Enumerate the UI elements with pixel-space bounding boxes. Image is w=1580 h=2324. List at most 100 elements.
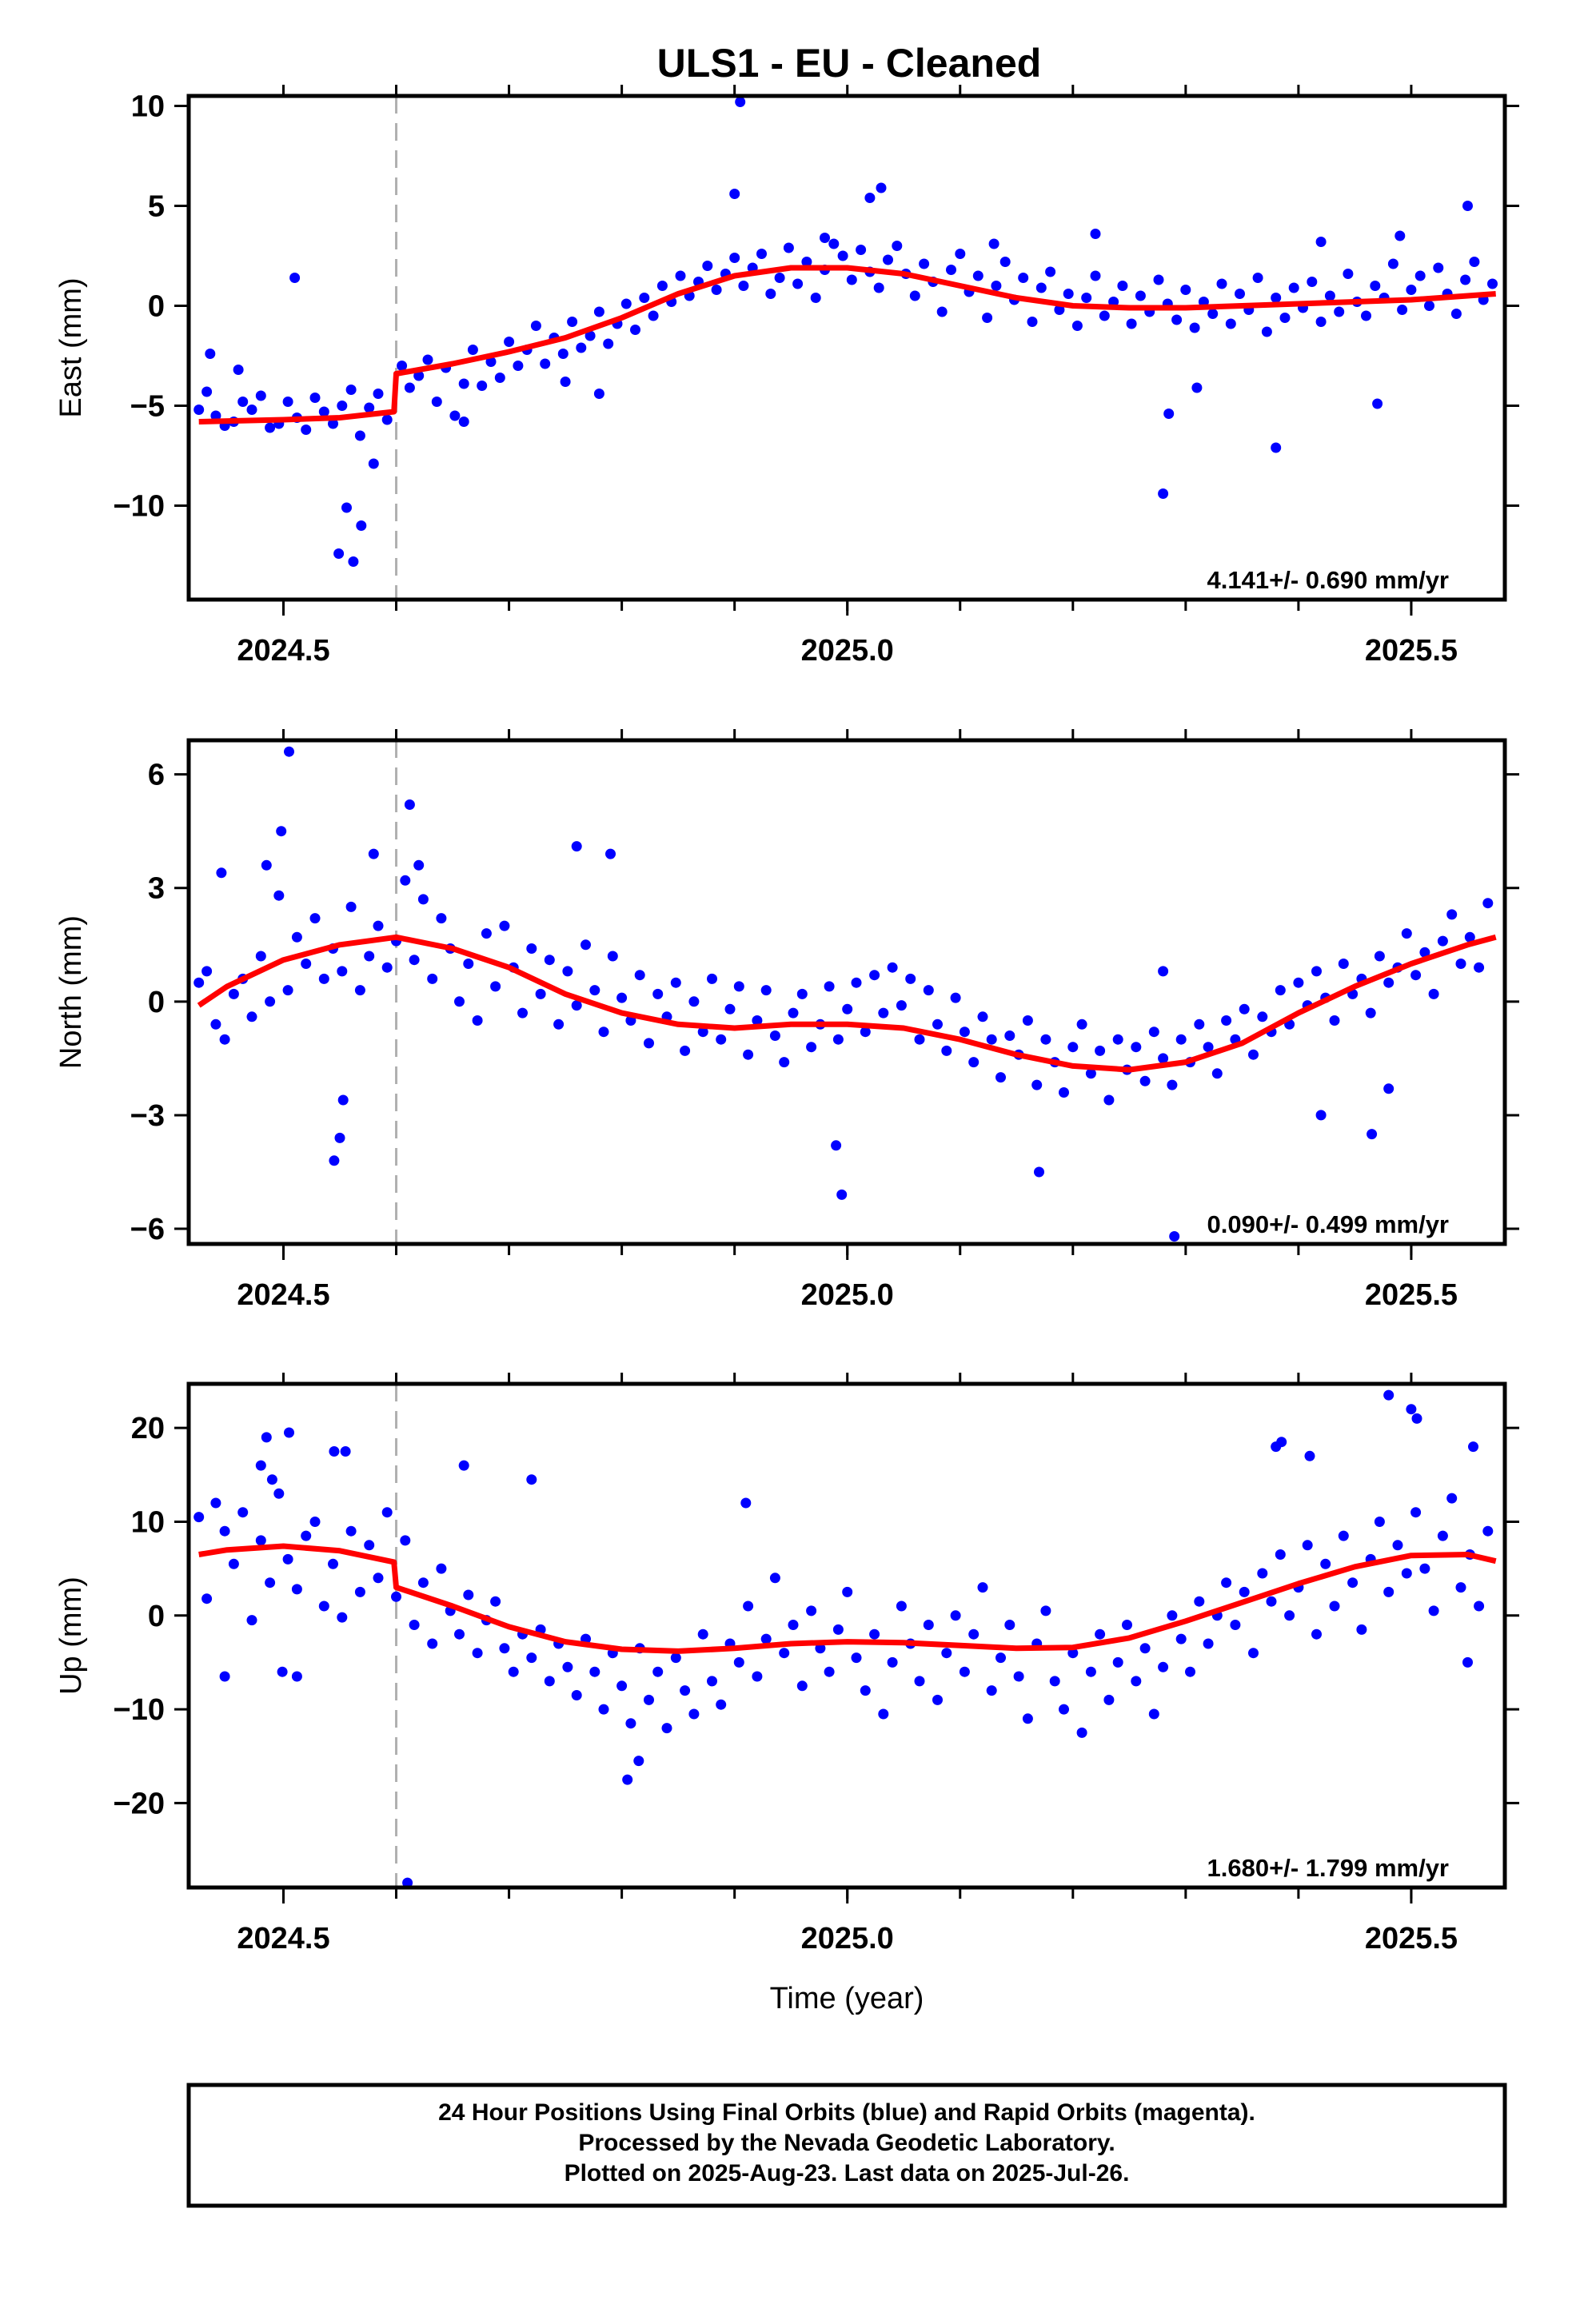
y-tick-label: 0 [148, 1600, 165, 1633]
data-point [589, 1666, 600, 1677]
data-point [1261, 326, 1272, 337]
data-point [697, 1026, 708, 1038]
data-point [454, 996, 465, 1007]
data-point [1085, 1666, 1096, 1677]
data-point [832, 1034, 844, 1045]
data-point [1221, 1015, 1232, 1026]
data-point [864, 193, 876, 203]
data-point [788, 1620, 799, 1630]
data-point [1311, 1628, 1322, 1640]
data-point [337, 966, 348, 977]
data-point [373, 920, 384, 931]
data-point [291, 1671, 302, 1682]
y-tick-label: −6 [130, 1213, 165, 1246]
data-point [644, 1694, 654, 1705]
data-point [716, 1699, 727, 1710]
data-point [1185, 1666, 1195, 1677]
data-point [1158, 966, 1169, 977]
data-point [581, 939, 591, 951]
data-point [477, 381, 488, 391]
data-point [337, 1612, 348, 1623]
data-point [769, 1030, 780, 1041]
data-point [246, 1615, 257, 1626]
data-point [413, 370, 425, 381]
data-point [1338, 1530, 1349, 1541]
data-point [1148, 1708, 1159, 1720]
data-point [820, 233, 830, 243]
data-point [1004, 1030, 1015, 1041]
data-point [233, 365, 244, 375]
data-point [318, 1600, 329, 1612]
data-point [329, 1446, 340, 1457]
data-point [932, 1694, 943, 1705]
data-point [345, 901, 357, 912]
data-point [318, 973, 329, 984]
data-point [856, 245, 867, 255]
data-point [1424, 301, 1434, 311]
data-point [1460, 274, 1471, 285]
data-point [422, 354, 433, 365]
data-point [644, 1038, 654, 1049]
data-point [688, 1708, 700, 1720]
data-point [941, 1045, 952, 1056]
data-point [1474, 1600, 1485, 1612]
data-point [876, 182, 887, 193]
y-tick-label: 5 [148, 190, 165, 224]
data-point [1045, 266, 1056, 277]
data-point [246, 1011, 257, 1022]
data-point [1450, 309, 1462, 319]
data-point [1487, 278, 1498, 289]
data-point [216, 867, 227, 879]
data-point [1063, 289, 1074, 299]
data-point [1419, 947, 1430, 958]
data-point [467, 345, 478, 355]
data-point [634, 970, 645, 981]
data-point [1040, 1605, 1051, 1616]
data-point [1018, 273, 1029, 283]
data-point [1175, 1034, 1187, 1045]
data-point [1076, 1018, 1087, 1030]
data-point [977, 1582, 988, 1593]
data-point [291, 931, 302, 943]
data-point [697, 1628, 708, 1640]
data-point [1266, 1596, 1277, 1607]
x-tick-label: 2024.5 [237, 634, 329, 668]
data-point [585, 330, 596, 341]
data-point [955, 249, 966, 259]
data-point [1334, 306, 1345, 317]
data-point [1455, 1582, 1466, 1593]
data-point [205, 349, 216, 359]
data-point [661, 1723, 672, 1734]
data-point [201, 966, 213, 977]
data-point [968, 1057, 980, 1068]
data-point [988, 238, 999, 249]
data-point [860, 1685, 871, 1696]
data-point [1284, 1610, 1295, 1621]
data-point [400, 875, 411, 886]
data-point [1158, 488, 1169, 499]
data-point [887, 962, 898, 973]
data-point [919, 258, 930, 269]
data-point [504, 337, 515, 347]
data-point [1307, 277, 1318, 287]
data-point [402, 1877, 413, 1888]
data-point [1059, 1704, 1069, 1715]
data-point [1275, 985, 1286, 996]
data-point [571, 1690, 582, 1700]
data-point [1131, 1676, 1142, 1687]
data-point [1356, 1624, 1367, 1635]
data-point [1239, 1003, 1250, 1015]
data-point [851, 1652, 862, 1664]
data-point [616, 1680, 628, 1692]
x-tick-label: 2025.5 [1365, 1278, 1458, 1312]
data-point [1211, 1068, 1223, 1079]
data-point [1031, 1079, 1043, 1090]
data-point [1347, 1577, 1359, 1589]
data-point [571, 1000, 582, 1011]
data-point [1230, 1620, 1241, 1630]
data-point [968, 1628, 980, 1640]
data-point [986, 1034, 997, 1045]
data-point [1239, 1586, 1250, 1597]
data-point [652, 988, 664, 999]
data-point [228, 1558, 239, 1569]
